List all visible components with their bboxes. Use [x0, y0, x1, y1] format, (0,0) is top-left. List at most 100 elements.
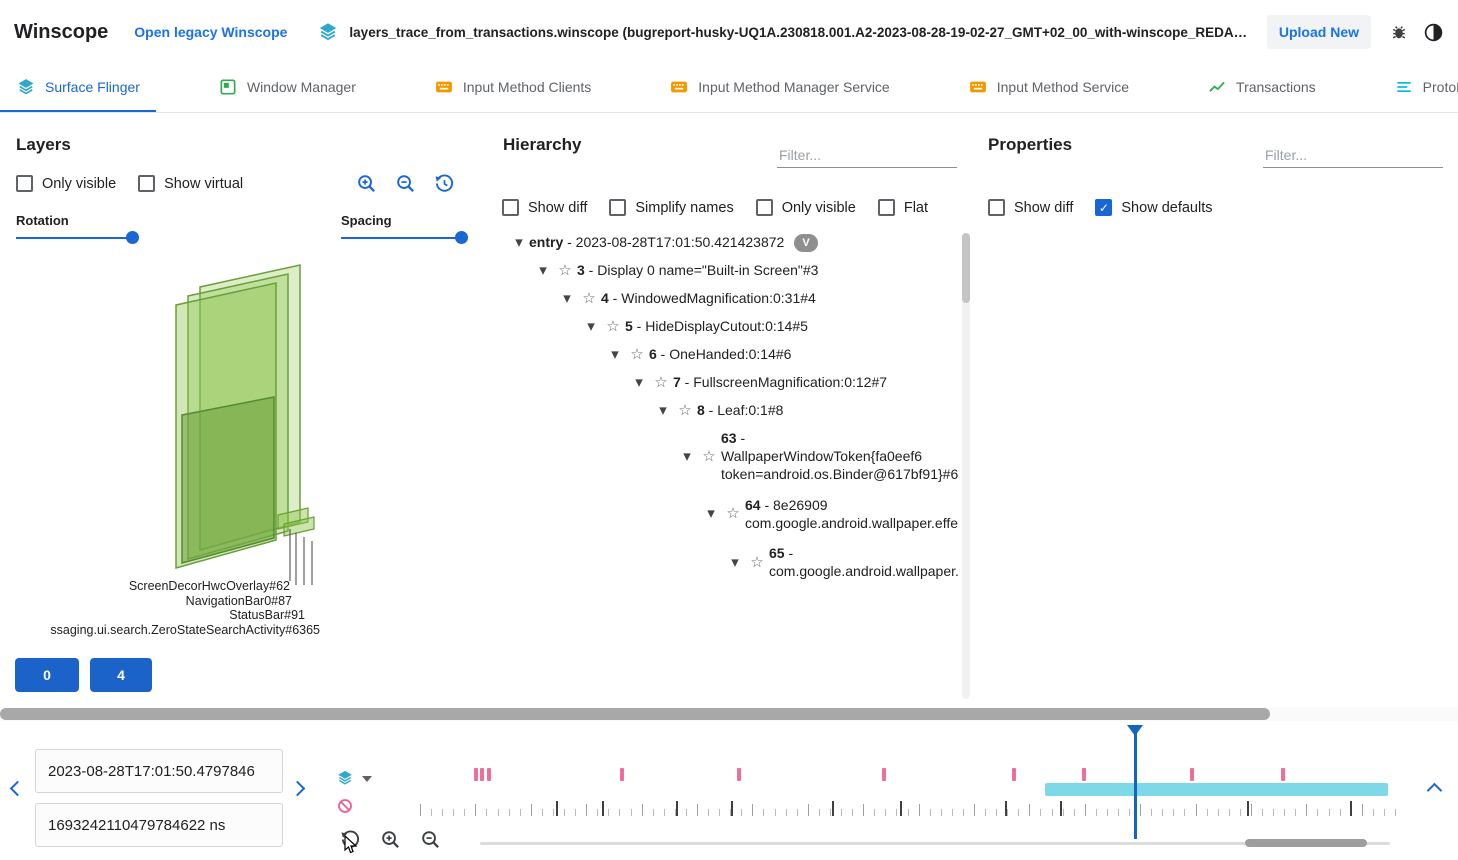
tree-node-label[interactable]: 3 - Display 0 name="Built-in Screen"#3	[577, 261, 818, 279]
hierarchy-scrollbar-thumb[interactable]	[962, 233, 970, 303]
selected-time-ns-field[interactable]: 1693242110479784622 ns	[35, 803, 283, 847]
properties-filter-input[interactable]	[1263, 143, 1443, 168]
star-icon[interactable]	[649, 373, 673, 392]
expand-arrow-icon[interactable]	[581, 317, 601, 336]
dark-mode-icon[interactable]	[1423, 22, 1444, 43]
upload-new-button[interactable]: Upload New	[1266, 15, 1371, 49]
legacy-winscope-link[interactable]: Open legacy Winscope	[134, 24, 288, 40]
star-icon[interactable]	[721, 504, 745, 523]
tree-node-label[interactable]: 6 - OneHanded:0:14#6	[649, 345, 791, 363]
spacing-slider[interactable]	[341, 231, 468, 244]
bug-report-icon[interactable]	[1389, 22, 1409, 42]
tab-input-method-manager-service[interactable]: Input Method Manager Service	[653, 64, 905, 112]
checkbox-simplify-names[interactable]: Simplify names	[609, 199, 734, 216]
transaction-event-marker[interactable]	[1082, 768, 1087, 781]
tree-node-label[interactable]: 63 - WallpaperWindowToken{fa0eef6 token=…	[721, 429, 958, 484]
transaction-event-marker[interactable]	[882, 768, 887, 781]
tree-node[interactable]: 7 - FullscreenMagnification:0:12#7	[487, 373, 958, 392]
star-icon[interactable]	[673, 401, 697, 420]
expand-arrow-icon[interactable]	[677, 447, 697, 466]
tab-window-manager[interactable]: Window Manager	[202, 64, 372, 112]
checkbox-flat[interactable]: Flat	[877, 199, 928, 216]
reset-view-icon[interactable]	[434, 173, 455, 194]
tree-node[interactable]: 6 - OneHanded:0:14#6	[487, 345, 958, 364]
hierarchy-filter-input[interactable]	[777, 143, 957, 168]
star-icon[interactable]	[553, 261, 577, 280]
checkbox-show-diff[interactable]: Show diff	[502, 199, 587, 216]
transaction-event-marker[interactable]	[1011, 768, 1016, 781]
tree-node-label[interactable]: 65 - com.google.android.wallpaper.effect…	[769, 544, 958, 580]
tree-node[interactable]: 4 - WindowedMagnification:0:31#4	[487, 289, 958, 308]
layer-chip-button[interactable]: 4	[90, 658, 152, 692]
expand-arrow-icon[interactable]	[605, 345, 625, 364]
transaction-event-marker[interactable]	[619, 768, 624, 781]
frame-tick[interactable]	[1246, 801, 1249, 816]
tree-node-label[interactable]: entry - 2023-08-28T17:01:50.421423872	[529, 233, 784, 251]
expand-arrow-icon[interactable]	[629, 373, 649, 392]
transaction-event-marker[interactable]	[1190, 768, 1195, 781]
checkbox-show-diff[interactable]: Show diff	[988, 199, 1073, 216]
expand-arrow-icon[interactable]	[725, 553, 745, 572]
blocked-icon[interactable]	[336, 797, 354, 815]
zoom-in-icon[interactable]	[380, 829, 401, 850]
frame-tick[interactable]	[899, 801, 902, 816]
expand-arrow-icon[interactable]	[653, 401, 673, 420]
expand-arrow-icon[interactable]	[509, 233, 529, 252]
transaction-event-marker[interactable]	[473, 768, 478, 781]
tree-node-label[interactable]: 8 - Leaf:0:1#8	[697, 401, 783, 419]
frame-tick[interactable]	[676, 801, 679, 816]
zoom-out-icon[interactable]	[420, 829, 441, 850]
tab-transactions[interactable]: Transactions	[1191, 64, 1332, 112]
frame-tick[interactable]	[555, 801, 558, 816]
layer-sheet[interactable]	[283, 516, 315, 537]
layers-icon[interactable]	[336, 769, 354, 787]
selected-time-field[interactable]: 2023-08-28T17:01:50.4797846	[35, 749, 283, 793]
tree-node-label[interactable]: 64 - 8e26909 com.google.android.wallpape…	[745, 496, 958, 532]
rotation-slider[interactable]	[16, 231, 139, 244]
checkbox-only-visible[interactable]: Only visible	[16, 175, 116, 192]
transaction-event-marker[interactable]	[480, 768, 485, 781]
tree-node-label[interactable]: 4 - WindowedMagnification:0:31#4	[601, 289, 816, 307]
zoom-in-icon[interactable]	[356, 173, 377, 194]
checkbox-show-defaults[interactable]: Show defaults	[1095, 199, 1212, 216]
horizontal-scrollbar-thumb[interactable]	[0, 708, 1270, 720]
next-entry-button[interactable]	[289, 780, 306, 797]
star-icon[interactable]	[625, 345, 649, 364]
tab-input-method-clients[interactable]: Input Method Clients	[418, 64, 607, 112]
checkbox-show-virtual[interactable]: Show virtual	[138, 175, 243, 192]
chevron-down-icon[interactable]	[362, 776, 372, 787]
horizontal-scrollbar[interactable]	[0, 707, 1458, 721]
frame-tick[interactable]	[1350, 801, 1353, 816]
transaction-event-marker[interactable]	[487, 768, 492, 781]
rotation-slider-thumb[interactable]	[126, 231, 139, 244]
reset-zoom-icon[interactable]	[340, 829, 361, 850]
layers-3d-view[interactable]	[0, 263, 487, 585]
zoom-range-thumb[interactable]	[1245, 839, 1367, 847]
tree-node[interactable]: 3 - Display 0 name="Built-in Screen"#3	[487, 261, 958, 280]
expand-arrow-icon[interactable]	[701, 504, 721, 523]
timeline-coverage-row[interactable]	[420, 783, 1395, 796]
tab-input-method-service[interactable]: Input Method Service	[952, 64, 1145, 112]
frame-tick[interactable]	[1005, 801, 1007, 816]
expand-arrow-icon[interactable]	[533, 261, 553, 280]
frame-tick[interactable]	[1059, 801, 1062, 816]
tree-node[interactable]: 63 - WallpaperWindowToken{fa0eef6 token=…	[487, 429, 958, 484]
zoom-range-track[interactable]	[480, 842, 1390, 845]
timeline-cursor[interactable]	[1126, 725, 1143, 839]
timeline-events-row[interactable]	[420, 767, 1395, 783]
tree-node-label[interactable]: 7 - FullscreenMagnification:0:12#7	[673, 373, 887, 391]
sf-coverage-bar[interactable]	[1044, 783, 1389, 796]
layer-chip-button[interactable]: 0	[15, 658, 79, 692]
tab-protolog[interactable]: ProtoLog	[1378, 64, 1458, 112]
hierarchy-scrollbar[interactable]	[962, 233, 970, 699]
tree-node[interactable]: 8 - Leaf:0:1#8	[487, 401, 958, 420]
frame-tick[interactable]	[731, 801, 734, 816]
transaction-event-marker[interactable]	[1280, 768, 1285, 781]
previous-entry-button[interactable]	[9, 780, 26, 797]
tree-node[interactable]: 5 - HideDisplayCutout:0:14#5	[487, 317, 958, 336]
collapse-timeline-button[interactable]	[1426, 782, 1443, 799]
expand-arrow-icon[interactable]	[557, 289, 577, 308]
transaction-event-marker[interactable]	[736, 768, 741, 781]
tab-surface-flinger[interactable]: Surface Flinger	[0, 64, 156, 112]
star-icon[interactable]	[745, 553, 769, 572]
